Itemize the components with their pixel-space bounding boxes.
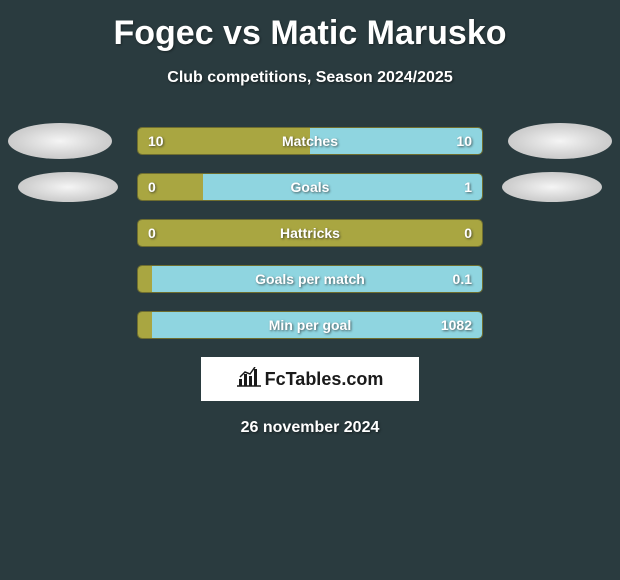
stat-value-right: 10 (456, 133, 472, 149)
stat-row: 10 Matches 10 (0, 127, 620, 155)
stat-bar-left (138, 266, 152, 292)
bar-chart-icon (237, 367, 261, 392)
page-title: Fogec vs Matic Marusko (0, 0, 620, 53)
stat-bar-right (203, 174, 482, 200)
stat-bar: 0 Goals 1 (137, 173, 483, 201)
stat-label: Goals per match (255, 271, 365, 287)
page-subtitle: Club competitions, Season 2024/2025 (0, 69, 620, 87)
stat-label: Min per goal (269, 317, 351, 333)
player-avatar-right (502, 172, 602, 202)
stat-value-right: 1 (464, 179, 472, 195)
stat-row: Goals per match 0.1 (0, 265, 620, 293)
stat-row: Min per goal 1082 (0, 311, 620, 339)
brand-box[interactable]: FcTables.com (201, 357, 419, 401)
stat-value-left: 0 (148, 179, 156, 195)
stat-value-right: 0 (464, 225, 472, 241)
stat-row: 0 Hattricks 0 (0, 219, 620, 247)
player-avatar-left (8, 123, 112, 159)
player-avatar-left (18, 172, 118, 202)
stat-label: Goals (291, 179, 330, 195)
stat-value-left: 0 (148, 225, 156, 241)
stat-bar: Goals per match 0.1 (137, 265, 483, 293)
brand-text: FcTables.com (265, 369, 384, 390)
stat-label: Hattricks (280, 225, 340, 241)
date-label: 26 november 2024 (0, 419, 620, 437)
stat-label: Matches (282, 133, 338, 149)
stat-bar: 10 Matches 10 (137, 127, 483, 155)
stat-bar: Min per goal 1082 (137, 311, 483, 339)
stat-value-right: 1082 (441, 317, 472, 333)
stat-value-left: 10 (148, 133, 164, 149)
comparison-chart: 10Matches100Goals10Hattricks0Goals per m… (0, 127, 620, 339)
stat-row: 0 Goals 1 (0, 173, 620, 201)
stat-bar: 0 Hattricks 0 (137, 219, 483, 247)
stat-value-right: 0.1 (453, 271, 472, 287)
stat-bar-left (138, 312, 152, 338)
player-avatar-right (508, 123, 612, 159)
